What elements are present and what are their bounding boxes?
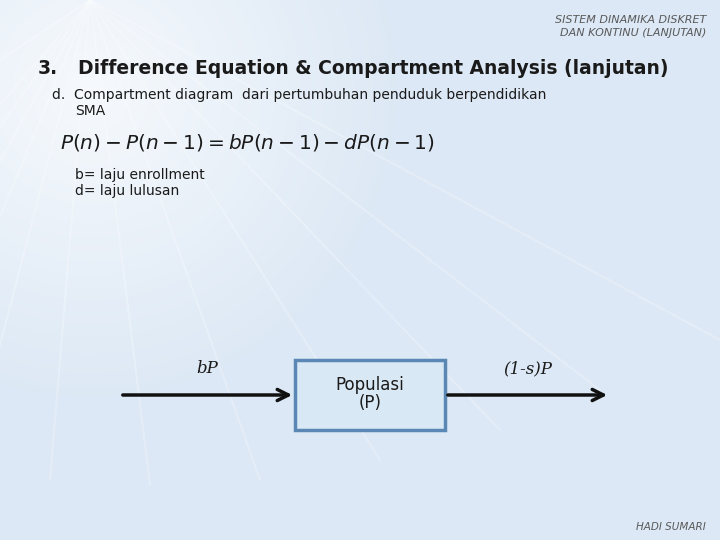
Text: HADI SUMARI: HADI SUMARI — [636, 522, 706, 532]
Text: $P\left(n\right)-P\left(n-1\right)=bP\left(n-1\right)-dP\left(n-1\right)$: $P\left(n\right)-P\left(n-1\right)=bP\le… — [60, 132, 435, 153]
Text: (P): (P) — [359, 394, 382, 412]
Text: d.  Compartment diagram  dari pertumbuhan penduduk berpendidikan: d. Compartment diagram dari pertumbuhan … — [52, 88, 546, 102]
Text: DAN KONTINU (LANJUTAN): DAN KONTINU (LANJUTAN) — [559, 28, 706, 38]
Text: d= laju lulusan: d= laju lulusan — [75, 184, 179, 198]
Text: b= laju enrollment: b= laju enrollment — [75, 168, 204, 182]
Text: 3.: 3. — [38, 59, 58, 78]
Text: bP: bP — [196, 360, 218, 377]
Text: SMA: SMA — [75, 104, 105, 118]
FancyBboxPatch shape — [295, 360, 445, 430]
Text: Populasi: Populasi — [336, 376, 405, 394]
Text: Difference Equation & Compartment Analysis (lanjutan): Difference Equation & Compartment Analys… — [78, 59, 668, 78]
Text: SISTEM DINAMIKA DISKRET: SISTEM DINAMIKA DISKRET — [554, 15, 706, 25]
Text: (1-s)P: (1-s)P — [503, 360, 552, 377]
